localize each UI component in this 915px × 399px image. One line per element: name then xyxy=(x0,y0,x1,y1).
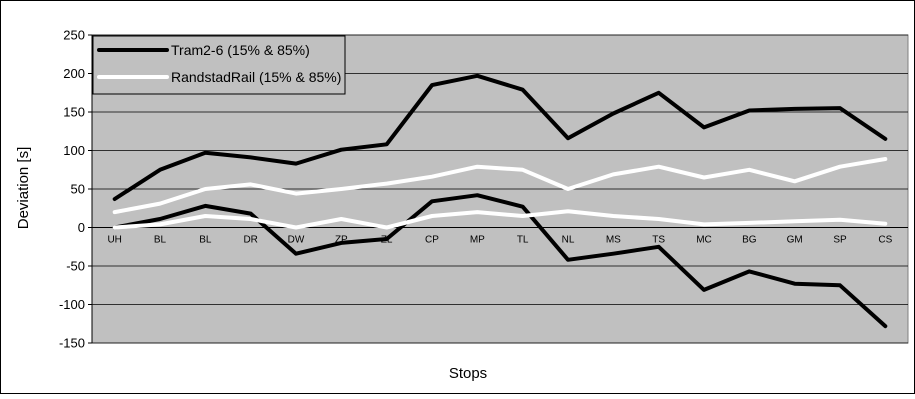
x-tick-label: MC xyxy=(696,235,712,246)
x-tick-label: MS xyxy=(606,235,621,246)
y-tick-label: 250 xyxy=(63,28,85,43)
x-axis-ticks: UH BL BL DR DW ZP ZL CP MP TL NL MS TS MC BG GM SP CS xyxy=(107,235,892,246)
y-tick-label: 0 xyxy=(78,220,85,235)
x-tick-label: ZL xyxy=(381,235,393,246)
x-tick-label: CS xyxy=(878,235,892,246)
legend-box xyxy=(92,35,346,95)
x-tick-label: ZP xyxy=(335,235,348,246)
legend-label: RandstadRail (15% & 85%) xyxy=(171,69,341,85)
x-tick-label: TS xyxy=(652,235,665,246)
series-2-upper-line xyxy=(112,157,888,215)
x-axis-title: Stops xyxy=(449,365,487,382)
x-tick-label: NL xyxy=(562,235,575,246)
x-tick-label: BL xyxy=(199,235,212,246)
y-tick-label: 50 xyxy=(71,182,85,197)
x-tick-label: GM xyxy=(787,235,803,246)
legend: Tram2-6 (15% & 85%) RandstadRail (15% & 8… xyxy=(92,35,346,95)
y-tick-label: 200 xyxy=(63,66,85,81)
y-tick-label: -50 xyxy=(66,259,85,274)
series-1-upper-line xyxy=(112,73,888,201)
series-1-lower-line xyxy=(112,193,888,329)
y-tick-label: 150 xyxy=(63,105,85,120)
x-tick-label: SP xyxy=(833,235,847,246)
x-tick-label: TL xyxy=(517,235,529,246)
x-tick-label: DR xyxy=(243,235,257,246)
y-tick-label: 100 xyxy=(63,143,85,158)
x-tick-label: MP xyxy=(470,235,485,246)
series-2-lower-line xyxy=(112,209,888,230)
legend-label: Tram2-6 (15% & 85%) xyxy=(171,42,310,58)
gridlines xyxy=(91,34,908,344)
series-group xyxy=(112,73,888,329)
y-axis-ticks: -150 -100 -50 0 50 100 150 200 250 xyxy=(59,28,92,351)
x-tick-label: CP xyxy=(425,235,439,246)
y-tick-label: -100 xyxy=(59,297,85,312)
x-tick-label: BL xyxy=(154,235,167,246)
x-tick-label: UH xyxy=(107,235,121,246)
x-tick-label: BG xyxy=(742,235,757,246)
y-axis-title: Deviation [s] xyxy=(15,147,32,230)
x-tick-label: DW xyxy=(288,235,305,246)
y-tick-label: -150 xyxy=(59,336,85,351)
